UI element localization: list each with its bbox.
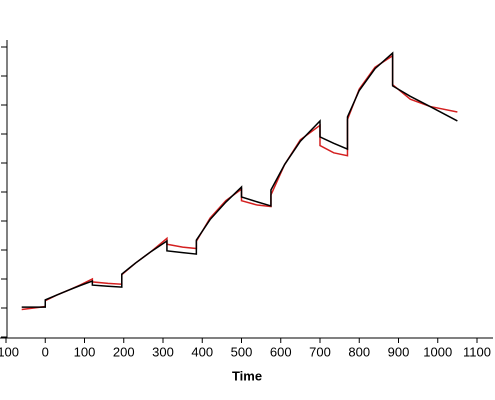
- x-tick-label: 900: [388, 344, 410, 359]
- x-tick-label: 1100: [463, 344, 491, 359]
- x-axis-label: Time: [232, 368, 262, 383]
- x-tick-label: 800: [348, 344, 370, 359]
- x-tick-label: 200: [113, 344, 135, 359]
- x-tick-label: -100: [0, 344, 19, 359]
- series-line: [21, 51, 458, 308]
- x-tick-label: 400: [191, 344, 213, 359]
- x-tick-label: 300: [152, 344, 174, 359]
- x-tick-label: 500: [231, 344, 253, 359]
- series-line: [21, 54, 458, 311]
- x-tick-label: 100: [74, 344, 96, 359]
- x-tick-label: 0: [42, 344, 49, 359]
- x-tick-label: 700: [309, 344, 331, 359]
- x-tick-label: 600: [270, 344, 292, 359]
- x-tick-label: 1000: [423, 344, 452, 359]
